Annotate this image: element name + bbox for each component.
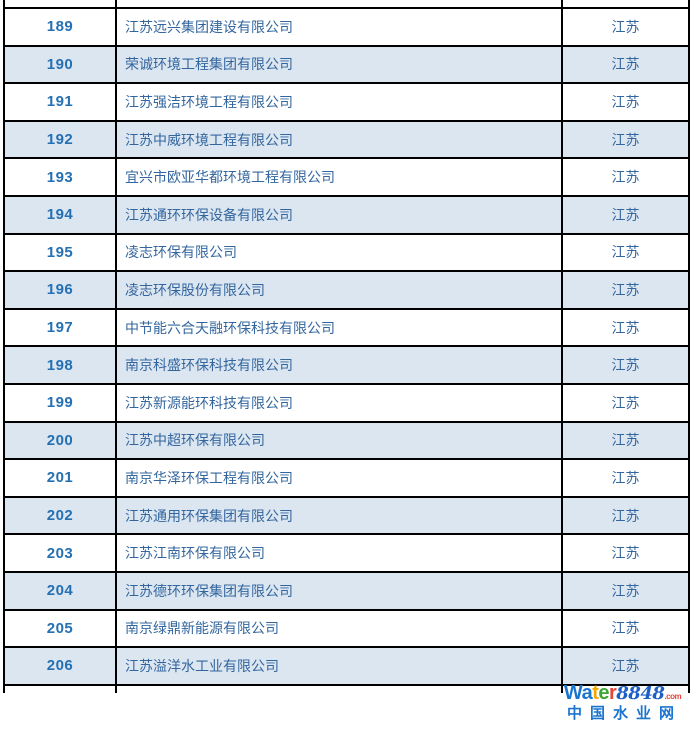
partial-cell (115, 0, 563, 9)
table-row: 196 凌志环保股份有限公司 江苏 (3, 270, 690, 310)
province: 江苏 (561, 270, 690, 310)
company-name: 江苏通用环保集团有限公司 (115, 495, 563, 536)
row-number: 200 (3, 420, 117, 461)
company-table: 189 江苏远兴集团建设有限公司 江苏 190 荣诚环境工程集团有限公司 江苏 191 江苏强… (3, 0, 690, 693)
company-name: 南京绿鼎新能源有限公司 (115, 608, 563, 649)
row-number: 191 (3, 82, 117, 122)
partial-cell (3, 0, 117, 9)
table-row: 197 中节能六合天融环保科技有限公司 江苏 (3, 307, 690, 348)
company-name: 江苏远兴集团建设有限公司 (115, 7, 563, 47)
province: 江苏 (561, 157, 690, 197)
table-row: 192 江苏中威环境工程有限公司 江苏 (3, 119, 690, 160)
partial-cell (561, 0, 690, 9)
partial-cell (3, 683, 117, 693)
province: 江苏 (561, 119, 690, 160)
company-name: 江苏溢洋水工业有限公司 (115, 646, 563, 686)
province: 江苏 (561, 44, 690, 85)
table-row: 191 江苏强洁环境工程有限公司 江苏 (3, 82, 690, 122)
table-row: 200 江苏中超环保有限公司 江苏 (3, 420, 690, 461)
partial-cell (561, 683, 690, 693)
company-name: 江苏德环环保集团有限公司 (115, 570, 563, 611)
table-row: 205 南京绿鼎新能源有限公司 江苏 (3, 608, 690, 649)
province: 江苏 (561, 194, 690, 235)
province: 江苏 (561, 232, 690, 273)
row-number: 202 (3, 495, 117, 536)
company-name: 江苏新源能环科技有限公司 (115, 382, 563, 423)
partial-cell (115, 683, 563, 693)
table-row: 189 江苏远兴集团建设有限公司 江苏 (3, 7, 690, 47)
row-number: 203 (3, 533, 117, 573)
company-name: 江苏中超环保有限公司 (115, 420, 563, 461)
watermark-subtitle: 中国水业网 (566, 705, 682, 723)
row-number: 197 (3, 307, 117, 348)
province: 江苏 (561, 533, 690, 573)
table-row: 198 南京科盛环保科技有限公司 江苏 (3, 345, 690, 385)
row-number: 199 (3, 382, 117, 423)
company-name: 宜兴市欧亚华都环境工程有限公司 (115, 157, 563, 197)
table-row: 204 江苏德环环保集团有限公司 江苏 (3, 570, 690, 611)
company-name: 凌志环保股份有限公司 (115, 270, 563, 310)
table-row: 202 江苏通用环保集团有限公司 江苏 (3, 495, 690, 536)
province: 江苏 (561, 570, 690, 611)
company-name: 凌志环保有限公司 (115, 232, 563, 273)
table-row: 193 宜兴市欧亚华都环境工程有限公司 江苏 (3, 157, 690, 197)
province: 江苏 (561, 7, 690, 47)
row-number: 192 (3, 119, 117, 160)
company-name: 南京科盛环保科技有限公司 (115, 345, 563, 385)
province: 江苏 (561, 307, 690, 348)
row-number: 205 (3, 608, 117, 649)
province: 江苏 (561, 495, 690, 536)
table-row: 190 荣诚环境工程集团有限公司 江苏 (3, 44, 690, 85)
province: 江苏 (561, 458, 690, 498)
company-name: 江苏中威环境工程有限公司 (115, 119, 563, 160)
row-number: 190 (3, 44, 117, 85)
company-name: 江苏通环环保设备有限公司 (115, 194, 563, 235)
company-name: 荣诚环境工程集团有限公司 (115, 44, 563, 85)
row-number: 193 (3, 157, 117, 197)
company-name: 江苏江南环保有限公司 (115, 533, 563, 573)
province: 江苏 (561, 382, 690, 423)
row-number: 189 (3, 7, 117, 47)
table-row: 199 江苏新源能环科技有限公司 江苏 (3, 382, 690, 423)
province: 江苏 (561, 646, 690, 686)
row-number: 195 (3, 232, 117, 273)
province: 江苏 (561, 345, 690, 385)
table-row: 203 江苏江南环保有限公司 江苏 (3, 533, 690, 573)
table-row: 201 南京华泽环保工程有限公司 江苏 (3, 458, 690, 498)
company-name: 江苏强洁环境工程有限公司 (115, 82, 563, 122)
partial-row-bottom (3, 683, 690, 693)
partial-row-top (3, 0, 690, 9)
row-number: 201 (3, 458, 117, 498)
company-name: 南京华泽环保工程有限公司 (115, 458, 563, 498)
province: 江苏 (561, 420, 690, 461)
table-row: 195 凌志环保有限公司 江苏 (3, 232, 690, 273)
company-name: 中节能六合天融环保科技有限公司 (115, 307, 563, 348)
row-number: 194 (3, 194, 117, 235)
row-number: 206 (3, 646, 117, 686)
watermark-dotcom: .com (664, 692, 682, 702)
province: 江苏 (561, 82, 690, 122)
row-number: 196 (3, 270, 117, 310)
province: 江苏 (561, 608, 690, 649)
row-number: 198 (3, 345, 117, 385)
row-number: 204 (3, 570, 117, 611)
table-row: 194 江苏通环环保设备有限公司 江苏 (3, 194, 690, 235)
table-row: 206 江苏溢洋水工业有限公司 江苏 (3, 646, 690, 686)
